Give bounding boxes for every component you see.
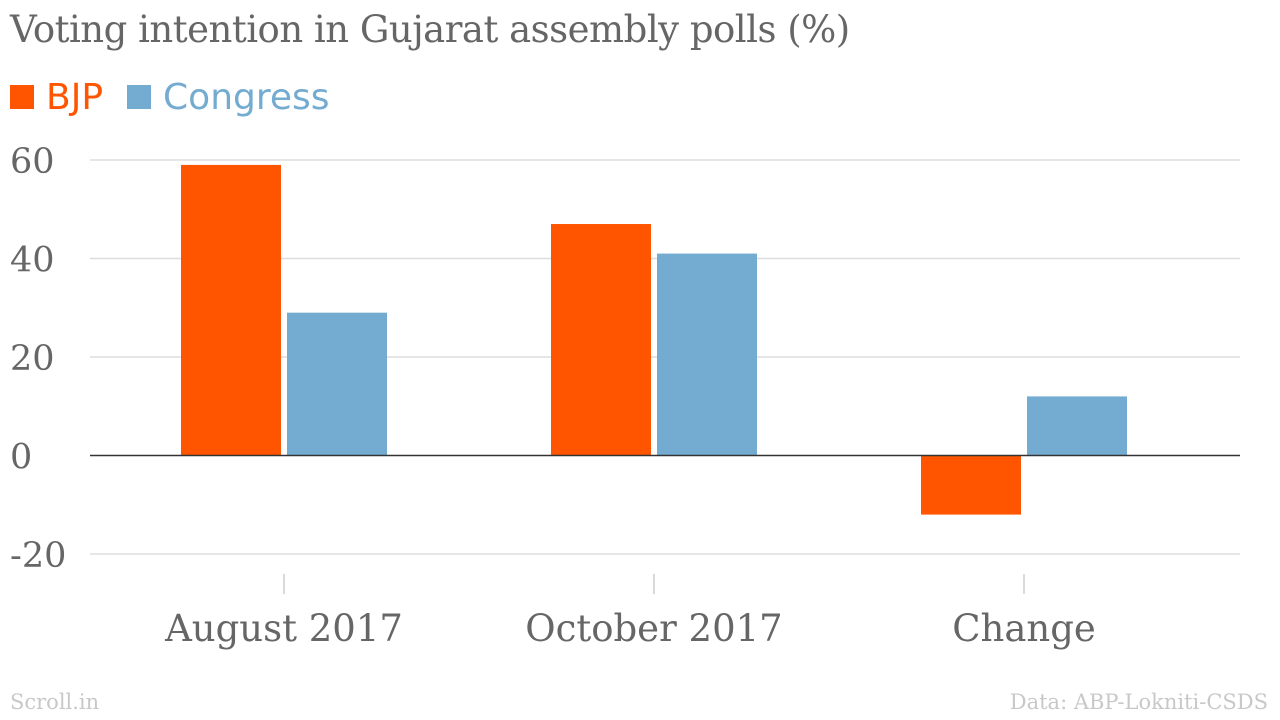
bar-congress-0 xyxy=(287,312,387,456)
x-tick-label: Change xyxy=(952,607,1096,650)
legend-swatch-congress xyxy=(127,85,152,109)
legend-label-bjp: BJP xyxy=(46,76,104,118)
x-tick-label: October 2017 xyxy=(525,607,782,650)
y-tick-label: 0 xyxy=(10,438,32,478)
x-tick-label: August 2017 xyxy=(164,607,403,650)
chart-legend: BJP Congress xyxy=(10,74,354,120)
footer-credit: Scroll.in xyxy=(10,690,100,714)
footer-source: Data: ABP-Lokniti-CSDS xyxy=(1009,690,1268,714)
chart-title: Voting intention in Gujarat assembly pol… xyxy=(10,8,850,51)
y-tick-label: -20 xyxy=(10,536,66,576)
bar-bjp-2 xyxy=(921,455,1021,515)
legend-item-bjp: BJP xyxy=(10,77,103,118)
y-tick-label: 40 xyxy=(10,241,55,281)
bar-congress-1 xyxy=(657,253,757,456)
y-tick-label: 20 xyxy=(10,339,55,379)
bar-bjp-0 xyxy=(181,164,281,456)
bar-congress-2 xyxy=(1027,396,1127,456)
y-tick-label: 60 xyxy=(10,142,55,182)
bar-bjp-1 xyxy=(551,224,651,456)
legend-item-congress: Congress xyxy=(127,77,330,118)
legend-swatch-bjp xyxy=(10,85,34,109)
legend-label-congress: Congress xyxy=(163,76,330,118)
